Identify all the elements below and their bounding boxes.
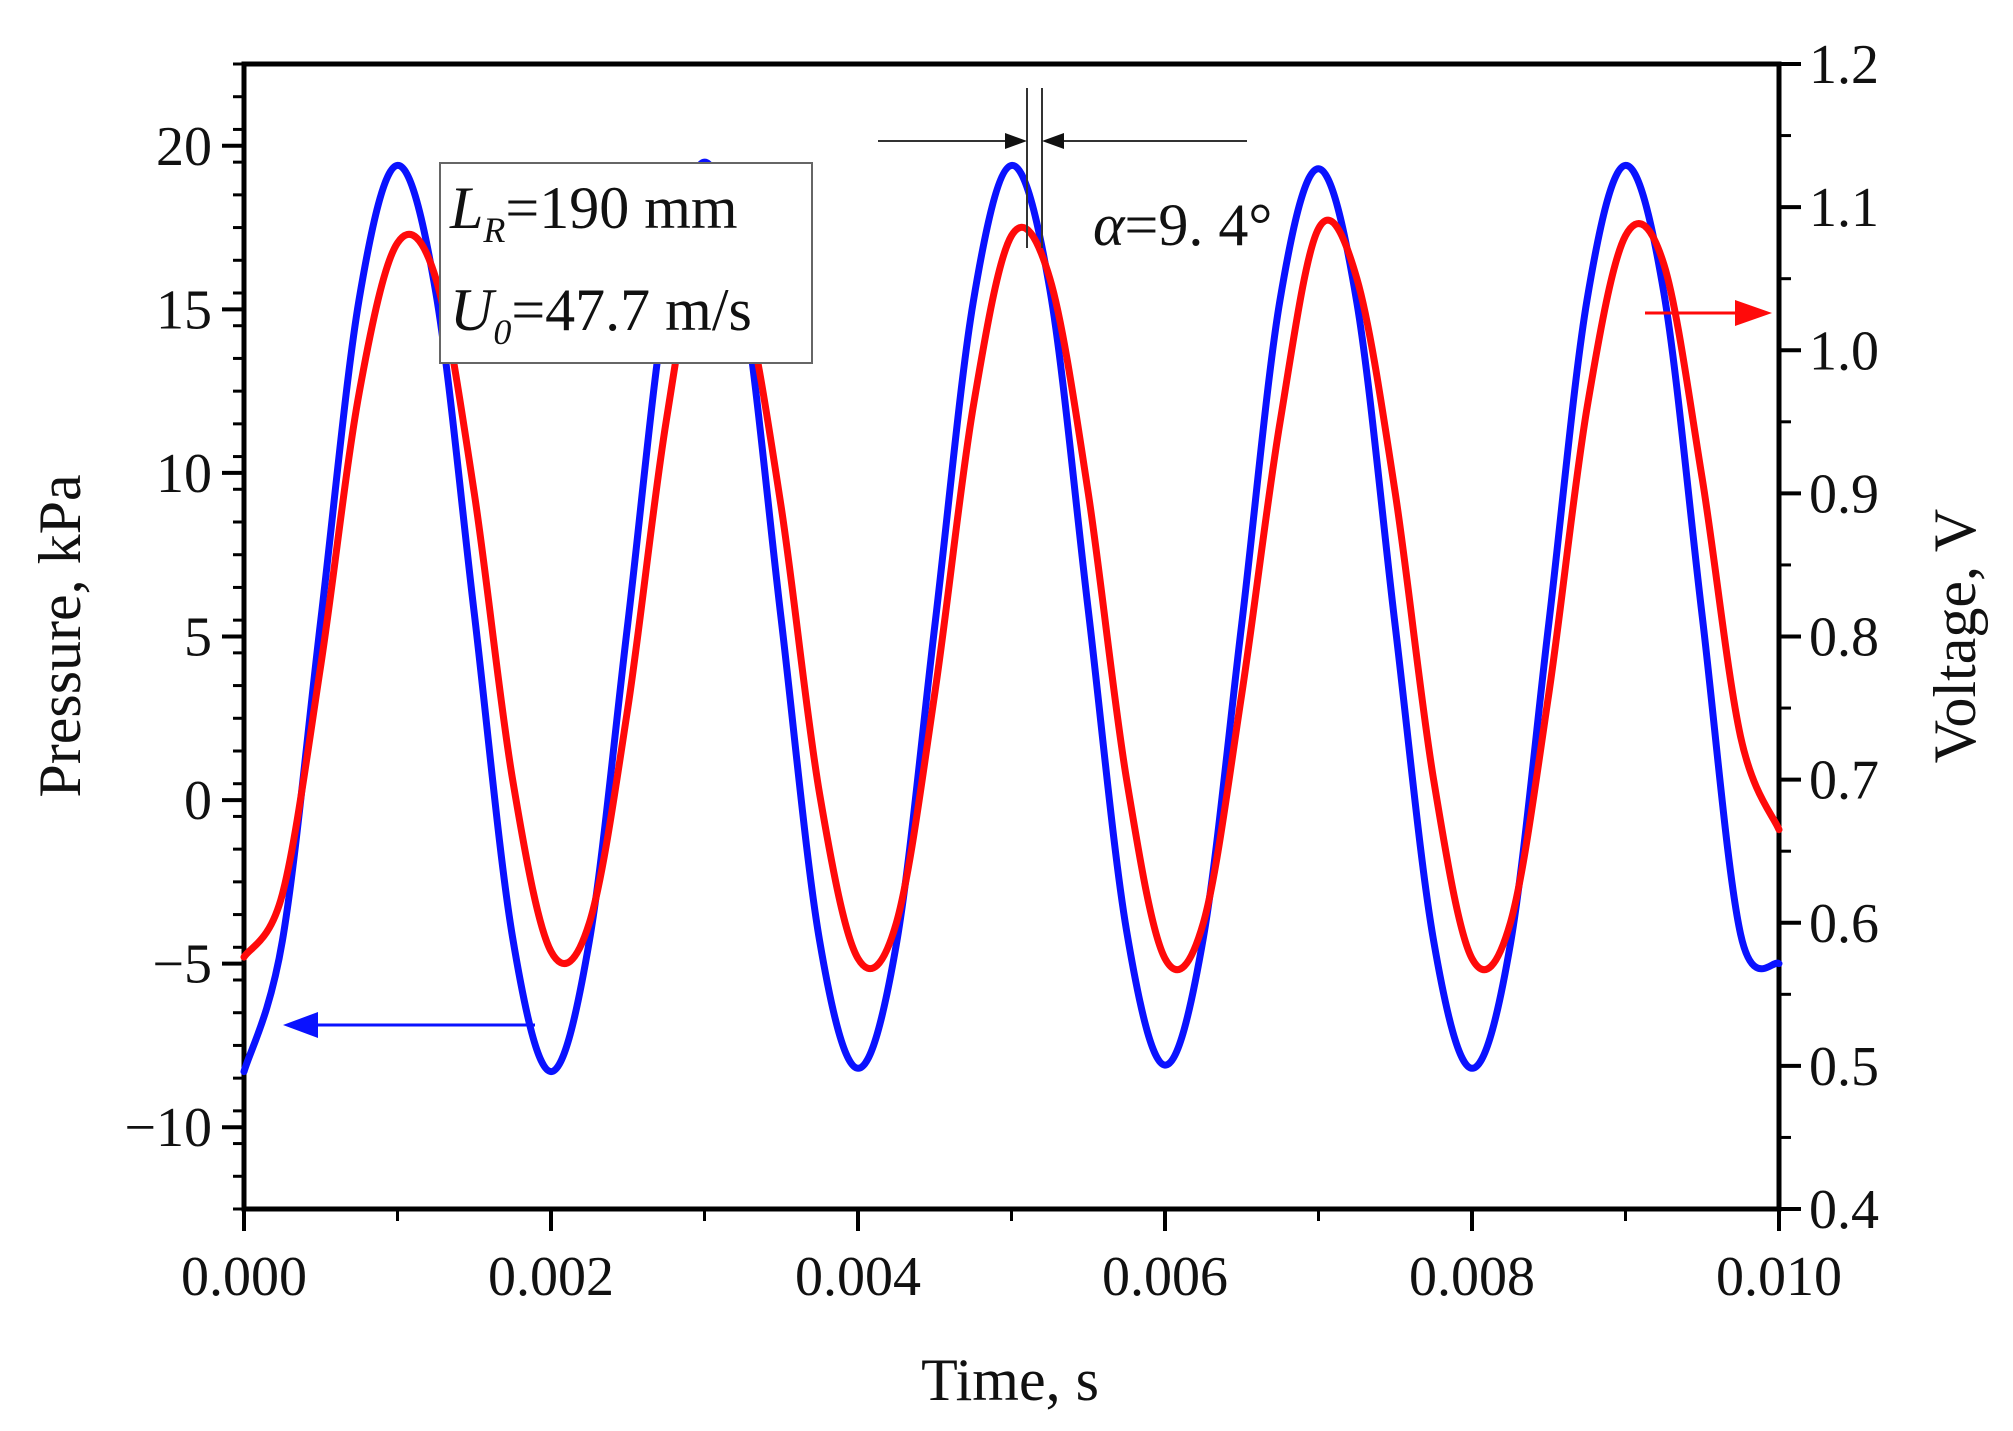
voltage-series-line xyxy=(240,216,1783,974)
left-y-axis-ticks: −10 −5 0 5 10 15 20 xyxy=(124,62,244,1211)
x-tick-label: 0.008 xyxy=(1409,1246,1535,1308)
pressure-axis-arrowhead xyxy=(283,1012,318,1038)
right-y-tick-label: 1.0 xyxy=(1809,320,1879,382)
phase-angle-label: α=9. 4° xyxy=(1093,192,1272,258)
length-value: =190 mm xyxy=(505,175,737,241)
x-tick-label: 0.000 xyxy=(181,1246,307,1308)
left-y-tick-label: 5 xyxy=(184,607,212,669)
voltage-axis-indicator xyxy=(1645,300,1772,326)
velocity-subscript: 0 xyxy=(493,312,511,352)
left-y-tick-label: −5 xyxy=(152,934,212,996)
x-tick-label: 0.006 xyxy=(1102,1246,1228,1308)
velocity-symbol: U xyxy=(450,277,497,343)
velocity-value: =47.7 m/s xyxy=(511,277,752,343)
length-subscript: R xyxy=(482,210,505,250)
left-y-tick-label: −10 xyxy=(124,1097,212,1159)
voltage-axis-arrowhead xyxy=(1735,300,1772,326)
x-axis-title: Time, s xyxy=(921,1347,1099,1413)
series-layer xyxy=(240,158,1783,1076)
phase-symbol: α xyxy=(1093,192,1126,258)
right-y-tick-label: 1.1 xyxy=(1809,177,1879,239)
right-y-axis-ticks: 0.4 0.5 0.6 0.7 0.8 0.9 1.0 1.1 1.2 xyxy=(1779,34,1879,1241)
left-y-axis-title: Pressure, kPa xyxy=(27,474,93,797)
left-y-tick-label: 20 xyxy=(156,116,212,178)
right-y-tick-label: 0.9 xyxy=(1809,463,1879,525)
left-y-tick-label: 0 xyxy=(184,770,212,832)
parameter-line-length: LR=190 mm xyxy=(449,175,738,250)
length-symbol: L xyxy=(449,175,483,241)
x-tick-label: 0.010 xyxy=(1716,1246,1842,1308)
right-y-tick-label: 1.2 xyxy=(1809,34,1879,96)
left-y-tick-label: 15 xyxy=(156,279,212,341)
left-y-tick-label: 10 xyxy=(156,443,212,505)
right-y-tick-label: 0.7 xyxy=(1809,750,1879,812)
right-y-tick-label: 0.8 xyxy=(1809,607,1879,669)
parameter-box-frame xyxy=(439,162,813,364)
x-tick-label: 0.002 xyxy=(488,1246,614,1308)
right-y-tick-label: 0.5 xyxy=(1809,1036,1879,1098)
parameter-line-velocity: U0=47.7 m/s xyxy=(450,277,752,352)
right-y-tick-label: 0.4 xyxy=(1809,1179,1879,1241)
x-tick-label: 0.004 xyxy=(795,1246,921,1308)
x-axis-ticks: 0.000 0.002 0.004 0.006 0.008 0.010 xyxy=(181,1209,1842,1308)
right-y-axis-title: Voltage, V xyxy=(1922,509,1988,763)
pressure-axis-indicator xyxy=(283,1012,535,1038)
phase-lag-annotation: α=9. 4° xyxy=(878,88,1272,258)
right-y-tick-label: 0.6 xyxy=(1809,893,1879,955)
phase-value: =9. 4° xyxy=(1125,192,1273,258)
phase-arrowhead-left xyxy=(1005,133,1027,149)
parameter-box: LR=190 mm U0=47.7 m/s xyxy=(439,162,813,364)
phase-arrowhead-right xyxy=(1042,133,1064,149)
